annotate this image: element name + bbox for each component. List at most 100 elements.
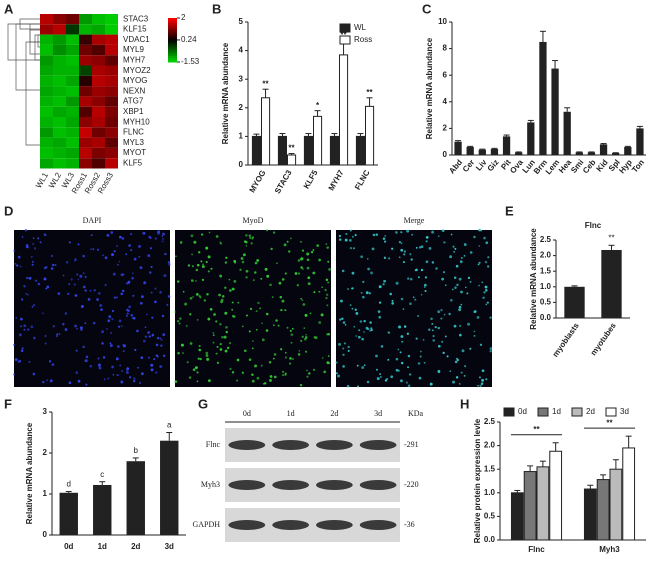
heatmap-cell bbox=[40, 44, 53, 56]
nucleus bbox=[65, 261, 69, 264]
nucleus bbox=[265, 329, 269, 332]
x-tick-label: myotubes bbox=[589, 321, 618, 358]
significance: ** bbox=[262, 79, 269, 88]
nucleus bbox=[424, 276, 428, 279]
nucleus bbox=[148, 356, 150, 359]
nucleus bbox=[206, 292, 209, 296]
nucleus bbox=[432, 339, 436, 342]
nucleus bbox=[395, 231, 398, 234]
nucleus bbox=[312, 271, 316, 275]
nucleus bbox=[446, 355, 449, 358]
heatmap-cell bbox=[79, 127, 92, 138]
heatmap-cell bbox=[53, 65, 66, 76]
heatmap-cell bbox=[79, 24, 92, 35]
nucleus bbox=[132, 294, 135, 297]
nucleus bbox=[79, 274, 83, 278]
y-tick-label: 2 bbox=[43, 448, 48, 457]
nucleus bbox=[300, 339, 303, 342]
nucleus bbox=[196, 318, 199, 321]
size-label: -291 bbox=[404, 440, 419, 449]
significance: * bbox=[316, 101, 320, 110]
bar bbox=[277, 135, 287, 166]
heatmap-cell bbox=[66, 158, 79, 169]
bar bbox=[636, 128, 644, 155]
bar bbox=[251, 135, 261, 166]
nucleus bbox=[270, 247, 273, 250]
y-tick-label: 4 bbox=[239, 46, 244, 55]
nucleus bbox=[251, 347, 254, 350]
nucleus bbox=[289, 329, 292, 332]
bar bbox=[563, 111, 571, 155]
nucleus bbox=[20, 325, 23, 328]
nucleus bbox=[74, 294, 78, 297]
y-tick-label: 8 bbox=[443, 44, 448, 53]
nucleus bbox=[182, 352, 184, 354]
nucleus bbox=[487, 256, 490, 259]
nucleus bbox=[236, 358, 240, 362]
heatmap-cell bbox=[105, 137, 118, 148]
nucleus bbox=[52, 325, 55, 328]
nucleus bbox=[444, 284, 447, 287]
nucleus bbox=[235, 379, 239, 382]
nucleus bbox=[194, 366, 198, 370]
nucleus bbox=[68, 241, 71, 244]
heatmap-cell bbox=[105, 55, 118, 66]
nucleus bbox=[101, 330, 104, 334]
nucleus bbox=[379, 376, 382, 379]
nucleus bbox=[241, 371, 244, 374]
bar bbox=[624, 147, 632, 155]
nucleus bbox=[75, 349, 78, 352]
nucleus bbox=[304, 350, 308, 353]
panel-letter: A bbox=[4, 1, 14, 16]
nucleus bbox=[233, 280, 237, 283]
nucleus bbox=[342, 321, 346, 324]
nucleus bbox=[243, 349, 247, 353]
nucleus bbox=[407, 277, 410, 280]
nucleus bbox=[254, 364, 257, 368]
nucleus bbox=[478, 228, 481, 232]
nucleus bbox=[84, 289, 87, 292]
nucleus bbox=[154, 300, 157, 304]
nucleus bbox=[20, 298, 24, 301]
heatmap-cell bbox=[105, 44, 118, 56]
row-label: XBP1 bbox=[123, 107, 144, 116]
nucleus bbox=[16, 264, 19, 267]
heatmap-cell bbox=[79, 117, 92, 128]
heatmap-cell bbox=[79, 147, 92, 159]
nucleus bbox=[213, 313, 216, 316]
nucleus bbox=[367, 267, 370, 271]
nucleus bbox=[44, 342, 47, 345]
nucleus bbox=[283, 243, 287, 247]
nucleus bbox=[479, 384, 482, 388]
nucleus bbox=[68, 381, 72, 385]
bar bbox=[126, 461, 145, 535]
y-tick-label: 2.0 bbox=[540, 251, 552, 260]
nucleus bbox=[451, 288, 454, 291]
heatmap-cell bbox=[92, 14, 105, 25]
nucleus bbox=[273, 324, 275, 327]
nucleus bbox=[375, 354, 378, 358]
nucleus bbox=[321, 357, 324, 359]
chart-title: Flnc bbox=[585, 221, 602, 230]
legend-swatch bbox=[339, 23, 351, 33]
colorbar-step bbox=[168, 51, 177, 54]
nucleus bbox=[340, 299, 343, 303]
nucleus bbox=[406, 332, 410, 335]
nucleus bbox=[21, 236, 24, 238]
nucleus bbox=[459, 260, 463, 264]
nucleus bbox=[248, 330, 251, 333]
nucleus bbox=[380, 345, 384, 348]
nucleus bbox=[343, 342, 346, 345]
nucleus bbox=[481, 378, 485, 382]
heatmap-cell bbox=[53, 55, 66, 66]
nucleus bbox=[77, 243, 80, 246]
heatmap-cell bbox=[105, 106, 118, 117]
bar bbox=[601, 249, 622, 318]
nucleus bbox=[80, 328, 83, 331]
nucleus bbox=[161, 240, 164, 243]
nucleus bbox=[255, 310, 258, 313]
heatmap-cell bbox=[105, 117, 118, 128]
nucleus bbox=[327, 333, 331, 336]
heatmap-cell bbox=[66, 147, 79, 159]
y-axis-label: Relative mRNA abundance bbox=[529, 228, 538, 330]
